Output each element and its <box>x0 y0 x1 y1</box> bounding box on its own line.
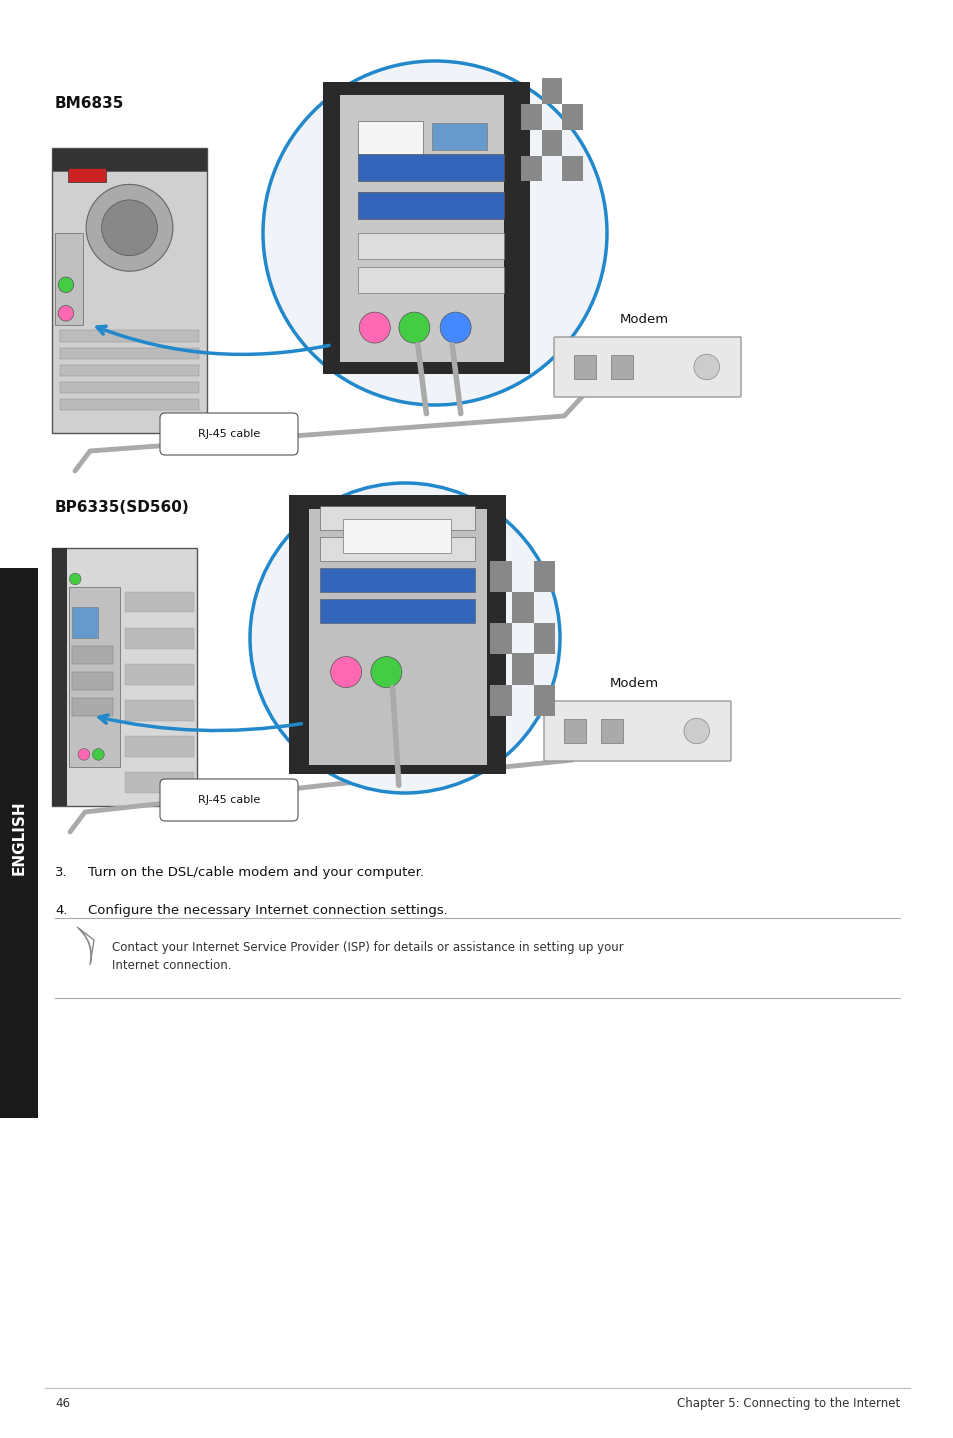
Circle shape <box>439 312 471 344</box>
Circle shape <box>86 184 172 272</box>
FancyBboxPatch shape <box>72 672 112 690</box>
FancyBboxPatch shape <box>52 148 207 171</box>
FancyBboxPatch shape <box>70 587 120 768</box>
Text: Configure the necessary Internet connection settings.: Configure the necessary Internet connect… <box>88 905 447 917</box>
FancyBboxPatch shape <box>431 122 486 151</box>
FancyBboxPatch shape <box>68 168 106 183</box>
FancyBboxPatch shape <box>561 104 582 129</box>
Circle shape <box>683 718 709 743</box>
FancyBboxPatch shape <box>125 664 193 684</box>
FancyBboxPatch shape <box>357 191 503 219</box>
Text: Turn on the DSL/cable modem and your computer.: Turn on the DSL/cable modem and your com… <box>88 866 423 879</box>
FancyBboxPatch shape <box>490 684 512 716</box>
FancyBboxPatch shape <box>541 129 561 155</box>
FancyBboxPatch shape <box>319 568 475 591</box>
Text: Modem: Modem <box>609 677 659 690</box>
FancyBboxPatch shape <box>60 365 199 375</box>
FancyBboxPatch shape <box>52 548 67 807</box>
Text: 3.: 3. <box>55 866 68 879</box>
FancyBboxPatch shape <box>60 398 199 410</box>
FancyBboxPatch shape <box>490 561 512 591</box>
Circle shape <box>693 354 719 380</box>
FancyBboxPatch shape <box>599 719 622 742</box>
FancyBboxPatch shape <box>343 519 451 552</box>
Circle shape <box>263 60 606 406</box>
FancyBboxPatch shape <box>357 267 503 293</box>
FancyBboxPatch shape <box>573 355 595 378</box>
FancyBboxPatch shape <box>72 646 112 664</box>
FancyBboxPatch shape <box>554 336 740 397</box>
FancyBboxPatch shape <box>55 233 83 325</box>
Text: BP6335(SD560): BP6335(SD560) <box>55 500 190 515</box>
FancyBboxPatch shape <box>541 78 561 104</box>
FancyBboxPatch shape <box>610 355 632 378</box>
FancyBboxPatch shape <box>125 628 193 649</box>
Text: 46: 46 <box>55 1396 70 1411</box>
FancyBboxPatch shape <box>125 592 193 613</box>
Text: 4.: 4. <box>55 905 68 917</box>
Circle shape <box>92 749 104 761</box>
FancyBboxPatch shape <box>52 548 196 807</box>
FancyBboxPatch shape <box>160 779 297 821</box>
Circle shape <box>78 749 90 761</box>
FancyBboxPatch shape <box>323 82 529 374</box>
Circle shape <box>58 305 73 321</box>
Circle shape <box>58 278 73 292</box>
FancyBboxPatch shape <box>512 653 533 684</box>
FancyBboxPatch shape <box>533 561 555 591</box>
Circle shape <box>331 657 361 687</box>
Circle shape <box>398 312 430 344</box>
FancyBboxPatch shape <box>125 736 193 756</box>
Text: ENGLISH: ENGLISH <box>11 801 27 876</box>
FancyBboxPatch shape <box>0 568 38 1117</box>
FancyBboxPatch shape <box>60 348 199 360</box>
FancyBboxPatch shape <box>520 155 541 181</box>
Text: Modem: Modem <box>619 313 668 326</box>
FancyBboxPatch shape <box>533 684 555 716</box>
FancyBboxPatch shape <box>72 697 112 716</box>
FancyBboxPatch shape <box>125 700 193 720</box>
Circle shape <box>101 200 157 256</box>
FancyBboxPatch shape <box>125 772 193 794</box>
FancyBboxPatch shape <box>490 623 512 653</box>
FancyBboxPatch shape <box>563 719 585 742</box>
FancyBboxPatch shape <box>160 413 297 454</box>
FancyBboxPatch shape <box>357 121 422 155</box>
FancyBboxPatch shape <box>543 700 730 761</box>
Text: RJ-45 cable: RJ-45 cable <box>197 795 260 805</box>
FancyBboxPatch shape <box>512 591 533 623</box>
FancyBboxPatch shape <box>533 623 555 653</box>
Circle shape <box>70 574 81 585</box>
FancyBboxPatch shape <box>319 506 475 529</box>
FancyBboxPatch shape <box>319 600 475 623</box>
Circle shape <box>359 312 390 344</box>
FancyBboxPatch shape <box>60 381 199 393</box>
FancyBboxPatch shape <box>52 148 207 433</box>
FancyBboxPatch shape <box>357 154 503 181</box>
FancyBboxPatch shape <box>309 509 487 765</box>
FancyBboxPatch shape <box>289 496 505 775</box>
FancyBboxPatch shape <box>561 155 582 181</box>
FancyBboxPatch shape <box>72 607 98 638</box>
Text: Contact your Internet Service Provider (ISP) for details or assistance in settin: Contact your Internet Service Provider (… <box>112 940 623 972</box>
Text: RJ-45 cable: RJ-45 cable <box>197 429 260 439</box>
FancyBboxPatch shape <box>340 95 503 362</box>
Text: BM6835: BM6835 <box>55 96 124 111</box>
FancyBboxPatch shape <box>60 331 199 342</box>
FancyBboxPatch shape <box>520 104 541 129</box>
Text: Chapter 5: Connecting to the Internet: Chapter 5: Connecting to the Internet <box>676 1396 899 1411</box>
FancyBboxPatch shape <box>357 233 503 259</box>
Circle shape <box>250 483 559 792</box>
FancyBboxPatch shape <box>319 538 475 561</box>
Circle shape <box>371 657 401 687</box>
